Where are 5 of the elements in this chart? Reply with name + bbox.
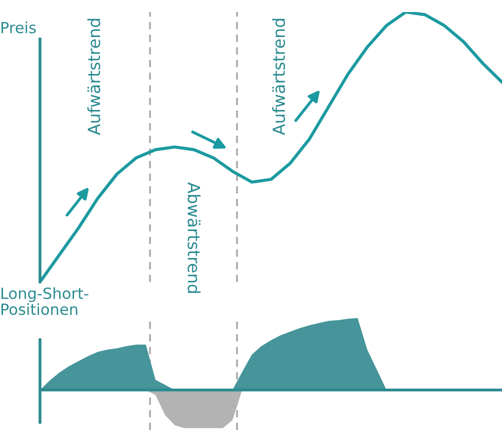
- annotation: Aufwärtstrend: [87, 18, 100, 136]
- y-axis-title: Long-Short- Positionen: [2, 287, 88, 316]
- y-axis-title: Preis: [2, 22, 36, 34]
- annotation: Aufwärtstrend: [272, 18, 286, 136]
- annotation: Abwärtstrend: [188, 182, 201, 293]
